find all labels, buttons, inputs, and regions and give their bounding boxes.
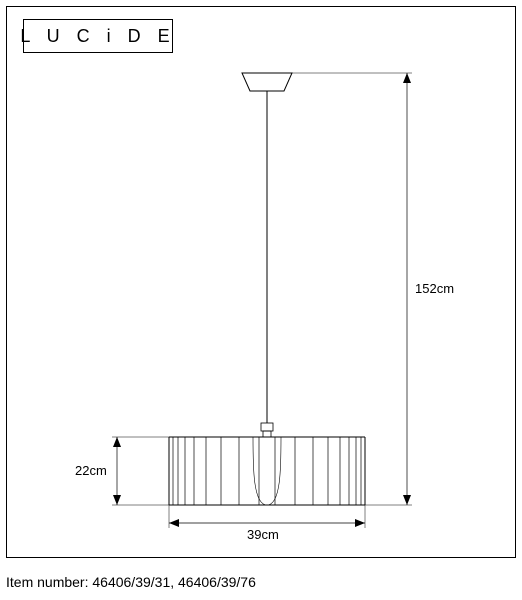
lamp-shade — [169, 437, 365, 505]
diagram-page: L U C i D E — [0, 0, 522, 600]
dimension-total-height — [292, 73, 412, 505]
label-shade-height: 22cm — [75, 463, 107, 478]
ceiling-canopy — [242, 73, 292, 91]
label-shade-width: 39cm — [247, 527, 279, 542]
item-number-values: 46406/39/31, 46406/39/76 — [92, 574, 256, 590]
socket-fitting — [261, 423, 273, 437]
diagram-frame: L U C i D E — [6, 6, 516, 558]
dimension-shade-height — [112, 437, 169, 505]
label-total-height: 152cm — [415, 281, 454, 296]
item-number-line: Item number: 46406/39/31, 46406/39/76 — [6, 574, 516, 590]
dimension-shade-width — [169, 505, 365, 528]
item-number-label: Item number: — [6, 574, 88, 590]
